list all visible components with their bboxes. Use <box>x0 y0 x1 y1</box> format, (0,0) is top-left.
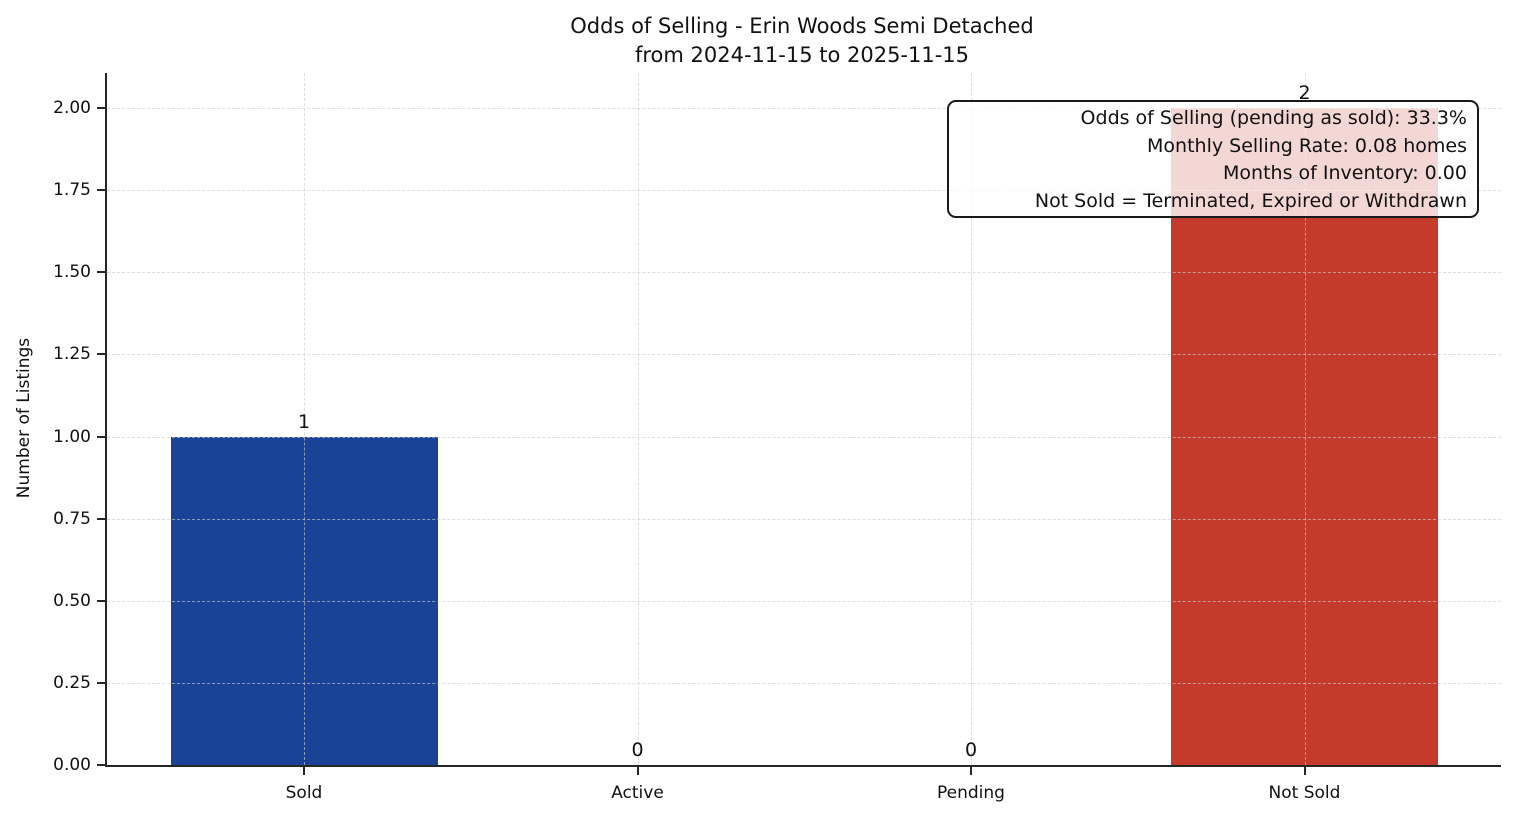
x-tick-label-sold: Sold <box>285 783 323 803</box>
y-tick-mark <box>97 764 105 766</box>
y-tick-label: 1.75 <box>53 180 91 201</box>
plot-area: Odds of Selling (pending as sold): 33.3%… <box>53 73 1501 803</box>
y-tick-mark <box>97 353 105 356</box>
x-tick-mark <box>1303 767 1306 775</box>
annotation-rate-line: Monthly Selling Rate: 0.08 homes <box>1147 134 1467 157</box>
stats-annotation-box: Odds of Selling (pending as sold): 33.3%… <box>947 100 1479 218</box>
annotation-odds-line: Odds of Selling (pending as sold): 33.3% <box>1080 107 1467 129</box>
chart-title-block: Odds of Selling - Erin Woods Semi Detach… <box>105 12 1499 70</box>
chart-subtitle: from 2024-11-15 to 2025-11-15 <box>634 43 970 67</box>
y-tick-mark <box>97 599 105 602</box>
vertical-gridline <box>637 73 639 765</box>
y-tick-label: 0.50 <box>53 590 91 611</box>
y-tick-mark <box>97 435 105 438</box>
y-tick-label: 0.25 <box>53 672 91 693</box>
y-tick-mark <box>97 107 105 109</box>
bar-value-label: 1 <box>297 410 311 433</box>
y-tick-label: 0.00 <box>53 755 91 775</box>
y-tick-label: 2.00 <box>53 98 91 118</box>
y-tick-label: 1.00 <box>53 426 91 447</box>
y-tick-mark <box>97 517 105 520</box>
y-tick-label: 0.75 <box>53 508 91 529</box>
y-tick-mark <box>97 189 105 192</box>
x-tick-label-active: Active <box>611 783 664 803</box>
bar-value-label: 0 <box>631 739 644 761</box>
chart-title: Odds of Selling - Erin Woods Semi Detach… <box>570 14 1034 38</box>
x-tick-mark <box>970 767 972 775</box>
annotation-inventory-line: Months of Inventory: 0.00 <box>1223 162 1467 184</box>
y-tick-label: 1.50 <box>53 262 91 283</box>
x-tick-mark <box>303 767 305 775</box>
bar-value-label: 2 <box>1298 82 1311 104</box>
x-tick-mark <box>636 767 639 775</box>
y-tick-label: 1.25 <box>53 344 91 365</box>
y-tick-mark <box>97 681 105 684</box>
annotation-notsold-line: Not Sold = Terminated, Expired or Withdr… <box>1034 189 1467 212</box>
y-tick-mark <box>97 271 105 274</box>
bar-sold <box>170 436 438 765</box>
x-tick-label-pending: Pending <box>937 783 1005 803</box>
bar-value-label: 0 <box>964 739 978 761</box>
x-tick-label-not-sold: Not Sold <box>1268 783 1341 803</box>
